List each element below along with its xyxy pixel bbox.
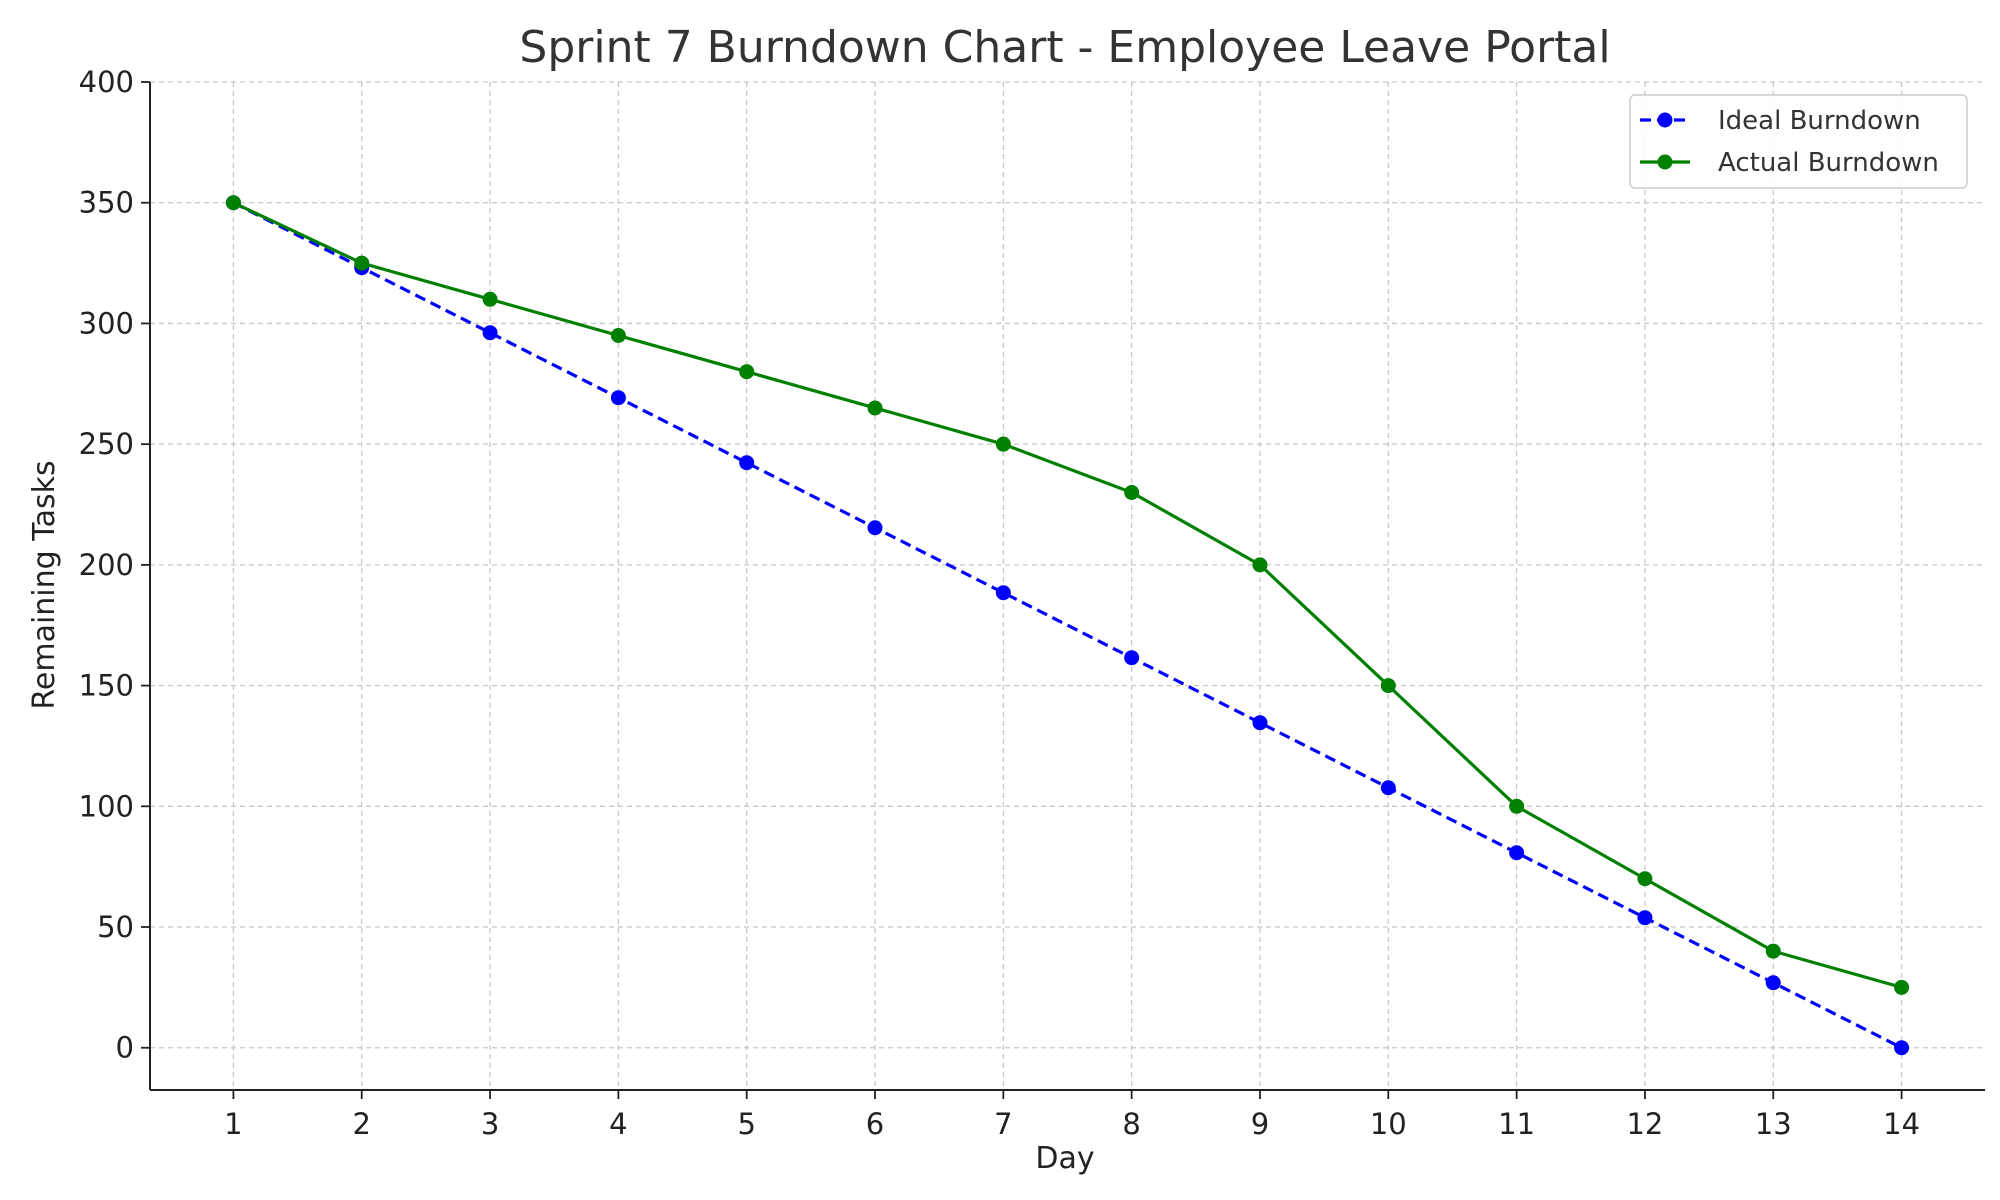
data-point: [1509, 845, 1525, 861]
y-tick-label: 0: [116, 1031, 134, 1065]
data-point: [225, 195, 241, 211]
x-tick-label: 1: [224, 1107, 242, 1141]
data-point: [1765, 943, 1781, 959]
x-tick-label: 2: [353, 1107, 371, 1141]
legend-item: Actual Burndown: [1640, 148, 1939, 178]
y-tick-label: 100: [79, 789, 134, 823]
x-tick-label: 4: [609, 1107, 627, 1141]
chart-title: Sprint 7 Burndown Chart - Employee Leave…: [519, 22, 1610, 73]
data-point: [1509, 798, 1525, 814]
data-point: [1380, 678, 1396, 694]
legend-marker: [1657, 112, 1673, 128]
series-layer: [225, 195, 1910, 1056]
series-line: [232, 201, 1903, 1050]
data-point: [1252, 557, 1268, 573]
data-point: [1637, 871, 1653, 887]
legend-box: [1629, 94, 1968, 189]
y-tick-label: 400: [79, 65, 134, 99]
data-point: [610, 328, 626, 344]
y-tick-label: 300: [79, 306, 134, 340]
data-point: [1252, 715, 1268, 731]
legend: Ideal Burndown Actual Burndown: [1629, 94, 1968, 189]
y-tick-label: 50: [97, 910, 134, 944]
tick-labels: 1 2 3 4 5 6 7 8 9 10 11 12 13 14050100150200250300350…: [79, 65, 1920, 1141]
x-tick-label: 13: [1755, 1107, 1792, 1141]
y-tick-label: 350: [79, 186, 134, 220]
series-ideal-burndown: [225, 195, 1910, 1056]
data-point: [1637, 910, 1653, 926]
x-tick-label: 9: [1251, 1107, 1269, 1141]
grid: [150, 81, 1985, 1090]
x-tick-label: 6: [866, 1107, 884, 1141]
data-point: [995, 436, 1011, 452]
legend-item: Ideal Burndown: [1640, 106, 1921, 136]
y-tick-label: 250: [79, 427, 134, 461]
data-point: [1765, 975, 1781, 991]
series-actual-burndown: [225, 195, 1910, 995]
data-point: [739, 364, 755, 380]
x-tick-label: 12: [1626, 1107, 1663, 1141]
data-point: [1380, 780, 1396, 796]
data-point: [610, 390, 626, 406]
x-tick-label: 7: [994, 1107, 1012, 1141]
y-tick-label: 200: [79, 548, 134, 582]
data-point: [1124, 650, 1140, 666]
data-point: [482, 325, 498, 341]
x-tick-label: 14: [1883, 1107, 1920, 1141]
data-point: [1124, 484, 1140, 500]
axes: [141, 81, 1985, 1099]
data-point: [867, 520, 883, 536]
x-tick-label: 3: [481, 1107, 499, 1141]
data-point: [739, 455, 755, 471]
data-point: [867, 400, 883, 416]
x-tick-label: 10: [1370, 1107, 1407, 1141]
x-tick-label: 5: [737, 1107, 755, 1141]
y-tick-label: 150: [79, 669, 134, 703]
data-point: [354, 255, 370, 271]
data-point: [995, 585, 1011, 601]
series-line: [232, 201, 1903, 989]
x-tick-label: 8: [1122, 1107, 1140, 1141]
x-axis-title: Day: [1035, 1141, 1094, 1176]
x-tick-label: 11: [1498, 1107, 1535, 1141]
data-point: [1894, 1040, 1910, 1056]
legend-marker: [1657, 154, 1673, 170]
legend-label: Actual Burndown: [1718, 148, 1939, 178]
data-point: [482, 291, 498, 307]
data-point: [1894, 979, 1910, 995]
legend-label: Ideal Burndown: [1718, 106, 1921, 136]
y-axis-title: Remaining Tasks: [27, 460, 62, 709]
